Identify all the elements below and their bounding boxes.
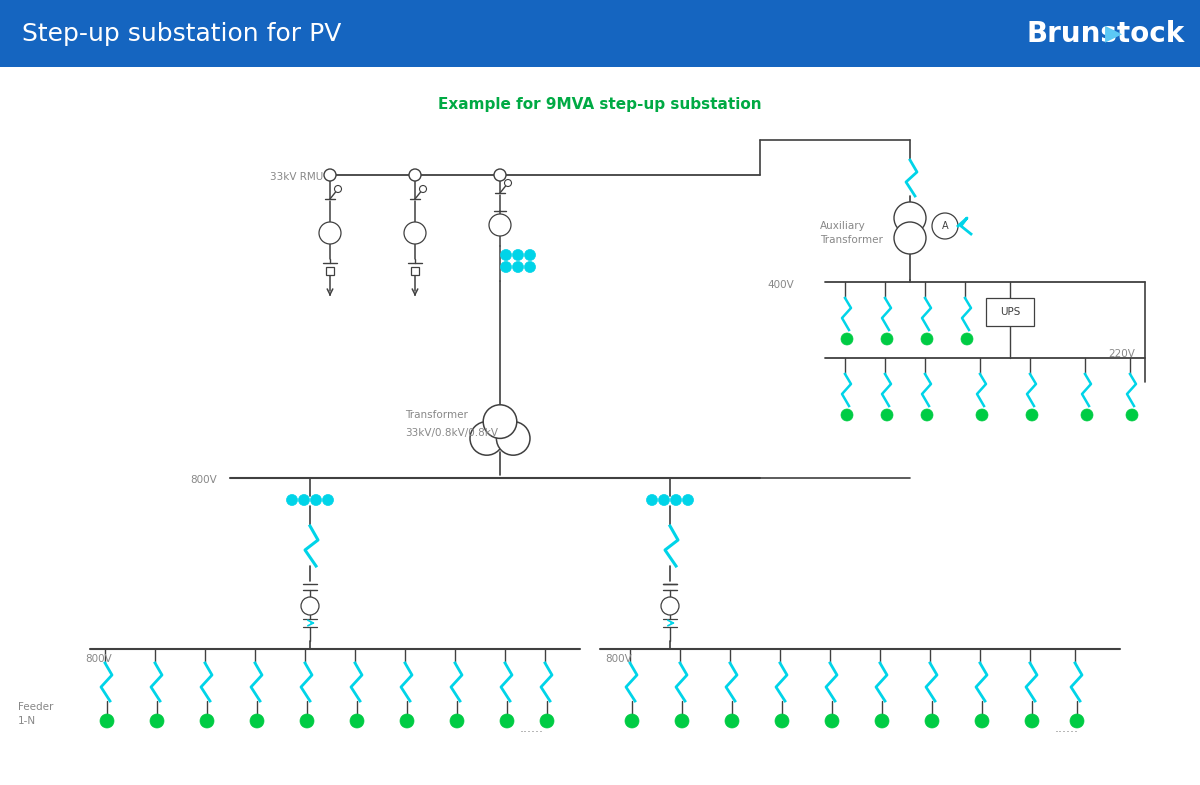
Circle shape [494, 169, 506, 181]
Circle shape [490, 214, 511, 236]
Circle shape [500, 261, 511, 272]
Text: Transformer: Transformer [406, 410, 468, 420]
Circle shape [661, 597, 679, 615]
Circle shape [150, 714, 164, 728]
Text: Step-up substation for PV: Step-up substation for PV [22, 21, 341, 46]
Text: Feeder
1-N: Feeder 1-N [18, 703, 53, 725]
Circle shape [400, 714, 414, 728]
Text: 33kV/0.8kV/0.8kV: 33kV/0.8kV/0.8kV [406, 428, 498, 438]
Circle shape [287, 495, 298, 506]
Circle shape [1126, 409, 1138, 421]
Circle shape [409, 169, 421, 181]
Text: ▶: ▶ [1105, 24, 1122, 43]
Circle shape [775, 714, 790, 728]
Text: A: A [942, 221, 948, 231]
Bar [0, 0, 1200, 67]
Circle shape [881, 409, 893, 421]
Circle shape [974, 714, 989, 728]
Circle shape [524, 261, 535, 272]
Text: UPS: UPS [1000, 307, 1020, 317]
Circle shape [324, 169, 336, 181]
Text: 400V: 400V [767, 280, 793, 290]
Circle shape [659, 495, 670, 506]
Text: Example for 9MVA step-up substation: Example for 9MVA step-up substation [438, 97, 762, 112]
Circle shape [1025, 714, 1039, 728]
Circle shape [826, 714, 839, 728]
Bar [326, 267, 334, 275]
Bar [410, 267, 419, 275]
Circle shape [420, 185, 426, 192]
Circle shape [841, 409, 853, 421]
Circle shape [524, 250, 535, 261]
Circle shape [671, 495, 682, 506]
Circle shape [1026, 409, 1038, 421]
Circle shape [725, 714, 739, 728]
Circle shape [881, 333, 893, 345]
Text: 800V: 800V [605, 654, 631, 664]
Circle shape [1081, 409, 1093, 421]
Circle shape [504, 180, 511, 187]
Circle shape [961, 333, 973, 345]
Circle shape [1070, 714, 1084, 728]
Circle shape [875, 714, 889, 728]
Circle shape [512, 261, 523, 272]
Circle shape [841, 333, 853, 345]
Circle shape [894, 222, 926, 254]
Text: 800V: 800V [85, 654, 112, 664]
Text: 220V: 220V [1108, 349, 1135, 359]
Circle shape [319, 222, 341, 244]
Text: ......: ...... [520, 722, 544, 736]
Circle shape [932, 213, 958, 239]
Circle shape [647, 495, 658, 506]
Circle shape [500, 714, 514, 728]
Circle shape [925, 714, 940, 728]
Text: Brunstock: Brunstock [1027, 20, 1186, 48]
Circle shape [484, 405, 517, 438]
Circle shape [200, 714, 214, 728]
Text: ......: ...... [1055, 722, 1079, 736]
Text: Auxiliary: Auxiliary [820, 221, 865, 231]
Circle shape [625, 714, 640, 728]
Circle shape [250, 714, 264, 728]
Circle shape [300, 714, 314, 728]
Circle shape [323, 495, 334, 506]
Circle shape [894, 202, 926, 234]
Circle shape [100, 714, 114, 728]
Circle shape [350, 714, 364, 728]
Text: Transformer: Transformer [820, 235, 883, 245]
Circle shape [311, 495, 322, 506]
Circle shape [512, 250, 523, 261]
Circle shape [674, 714, 689, 728]
Circle shape [301, 597, 319, 615]
Circle shape [922, 333, 934, 345]
Circle shape [404, 222, 426, 244]
Bar [986, 298, 1034, 326]
Circle shape [497, 422, 530, 455]
Circle shape [335, 185, 342, 192]
Circle shape [470, 422, 504, 455]
Circle shape [922, 409, 934, 421]
Text: 33kV RMU: 33kV RMU [270, 172, 323, 182]
Circle shape [299, 495, 310, 506]
Circle shape [500, 250, 511, 261]
Circle shape [540, 714, 554, 728]
Circle shape [450, 714, 464, 728]
Circle shape [683, 495, 694, 506]
Circle shape [976, 409, 988, 421]
Text: 800V: 800V [190, 475, 217, 485]
